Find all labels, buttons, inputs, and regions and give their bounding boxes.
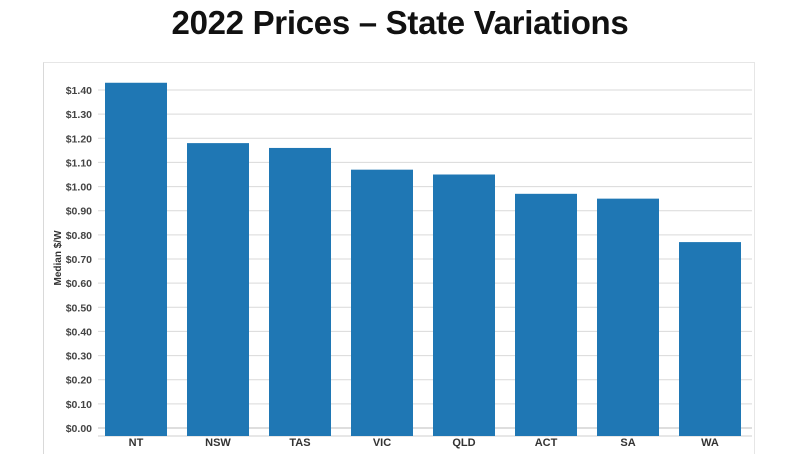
y-tick-label: $0.80 <box>66 230 92 242</box>
y-tick-label: $0.90 <box>66 206 92 218</box>
chart-frame <box>43 62 755 454</box>
bar-tas <box>269 147 331 436</box>
y-tick-label: $0.00 <box>66 423 92 435</box>
x-tick-label-tas: TAS <box>289 437 310 449</box>
y-tick-label: $1.10 <box>66 157 92 169</box>
x-tick-label-qld: QLD <box>452 437 475 449</box>
y-tick-label: $0.30 <box>66 351 92 363</box>
y-axis-ticks: $0.00 $0.10 $0.20 $0.30 $0.40 $0.50 $0.60 $0.70… <box>66 85 92 435</box>
bar-nt <box>105 82 167 436</box>
x-tick-label-act: ACT <box>535 437 558 449</box>
bar-qld <box>433 174 495 436</box>
bar-nsw <box>187 143 249 436</box>
bar-act <box>515 193 577 436</box>
y-tick-label: $0.40 <box>66 326 92 338</box>
y-tick-label: $0.20 <box>66 375 92 387</box>
y-tick-label: $0.50 <box>66 302 92 314</box>
x-axis-ticks: NT NSW TAS VIC QLD ACT SA WA <box>129 437 719 449</box>
y-tick-label: $1.20 <box>66 133 92 145</box>
y-tick-label: $1.30 <box>66 109 92 121</box>
y-tick-label: $1.40 <box>66 85 92 97</box>
chart-title: 2022 Prices – State Variations <box>171 4 629 41</box>
x-tick-label-wa: WA <box>701 437 719 449</box>
x-tick-label-sa: SA <box>620 437 635 449</box>
x-tick-label-nsw: NSW <box>205 437 231 449</box>
x-tick-label-vic: VIC <box>373 437 391 449</box>
x-tick-label-nt: NT <box>129 437 144 449</box>
bars <box>105 82 741 436</box>
bar-wa <box>679 242 741 436</box>
y-tick-label: $0.60 <box>66 278 92 290</box>
y-tick-label: $1.00 <box>66 182 92 194</box>
bar-sa <box>597 198 659 436</box>
y-tick-label: $0.70 <box>66 254 92 266</box>
y-tick-label: $0.10 <box>66 399 92 411</box>
y-axis-title: Median $/W <box>53 230 64 286</box>
bar-vic <box>351 169 413 436</box>
